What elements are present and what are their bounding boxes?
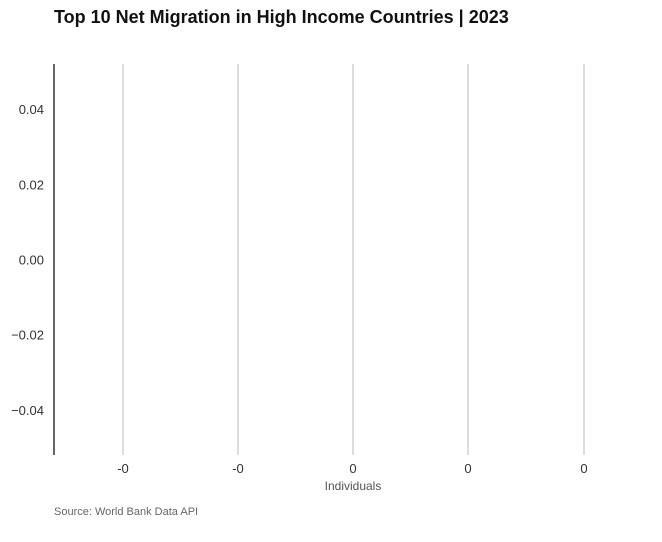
x-axis-title: Individuals bbox=[325, 479, 382, 493]
x-tick-label: 0 bbox=[349, 461, 356, 476]
x-tick-label: 0 bbox=[580, 461, 587, 476]
y-tick-label: −0.02 bbox=[11, 328, 44, 343]
x-tick-label: 0 bbox=[464, 461, 471, 476]
source-note: Source: World Bank Data API bbox=[54, 506, 199, 518]
y-tick-label: 0.02 bbox=[19, 177, 44, 192]
x-tick-label: -0 bbox=[117, 461, 129, 476]
x-tick-label: -0 bbox=[232, 461, 244, 476]
y-tick-label: −0.04 bbox=[11, 403, 44, 418]
y-tick-label: 0.04 bbox=[19, 102, 44, 117]
y-tick-label: 0.00 bbox=[19, 253, 44, 268]
chart-title: Top 10 Net Migration in High Income Coun… bbox=[54, 7, 509, 27]
